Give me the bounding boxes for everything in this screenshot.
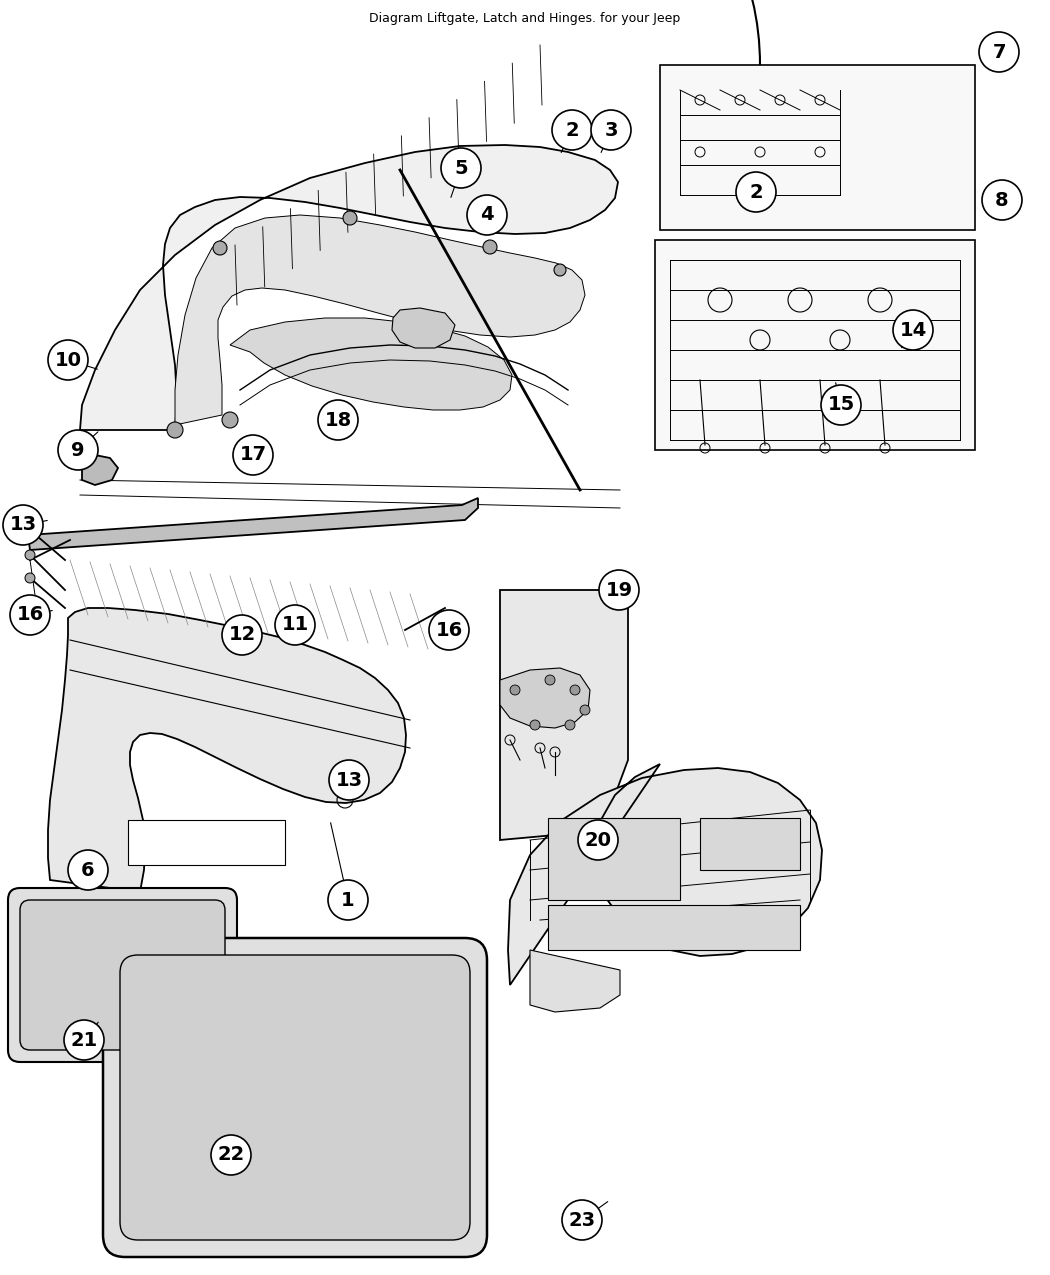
Text: 5: 5 (455, 158, 468, 177)
Circle shape (25, 550, 35, 560)
Text: 18: 18 (324, 411, 352, 430)
Polygon shape (230, 317, 512, 411)
Polygon shape (82, 455, 118, 484)
Circle shape (554, 264, 566, 275)
Circle shape (318, 400, 358, 440)
Circle shape (343, 210, 357, 224)
Text: 15: 15 (827, 395, 855, 414)
Polygon shape (500, 590, 628, 840)
Text: 4: 4 (480, 205, 494, 224)
Circle shape (222, 615, 262, 655)
Polygon shape (500, 668, 590, 728)
Circle shape (3, 505, 43, 544)
FancyBboxPatch shape (103, 938, 487, 1257)
Circle shape (58, 430, 98, 470)
Polygon shape (28, 499, 478, 550)
Circle shape (892, 310, 933, 351)
Bar (655, 240, 975, 450)
Text: 23: 23 (568, 1210, 595, 1229)
Text: 3: 3 (604, 121, 617, 139)
FancyBboxPatch shape (120, 955, 470, 1241)
Circle shape (48, 340, 88, 380)
Text: Diagram Liftgate, Latch and Hinges. for your Jeep: Diagram Liftgate, Latch and Hinges. for … (370, 11, 680, 26)
Circle shape (545, 674, 555, 685)
Circle shape (467, 195, 507, 235)
Circle shape (570, 685, 580, 695)
FancyBboxPatch shape (20, 900, 225, 1051)
Circle shape (562, 1200, 602, 1241)
Text: 13: 13 (335, 770, 362, 789)
Polygon shape (48, 608, 406, 892)
Text: 20: 20 (585, 830, 611, 849)
Text: 2: 2 (750, 182, 762, 201)
Circle shape (552, 110, 592, 150)
Polygon shape (508, 764, 822, 986)
Bar (548, 905, 800, 950)
Circle shape (222, 412, 238, 428)
Circle shape (441, 148, 481, 187)
Text: 8: 8 (995, 190, 1009, 209)
Circle shape (10, 595, 50, 635)
Circle shape (429, 609, 469, 650)
Bar (548, 819, 680, 900)
Circle shape (329, 760, 369, 799)
FancyBboxPatch shape (8, 887, 237, 1062)
Circle shape (167, 422, 183, 439)
Text: 2: 2 (565, 121, 579, 139)
Circle shape (275, 606, 315, 645)
Text: 22: 22 (217, 1145, 245, 1164)
Bar (700, 819, 800, 870)
Circle shape (530, 720, 540, 731)
Polygon shape (80, 145, 618, 430)
Text: 17: 17 (239, 445, 267, 464)
Circle shape (982, 180, 1022, 221)
Text: 11: 11 (281, 616, 309, 635)
Bar (128, 820, 285, 864)
Circle shape (25, 572, 35, 583)
Circle shape (578, 820, 618, 861)
Text: 10: 10 (55, 351, 82, 370)
Circle shape (510, 685, 520, 695)
Bar (660, 65, 975, 230)
Circle shape (328, 880, 368, 921)
Circle shape (213, 241, 227, 255)
Text: 16: 16 (436, 621, 463, 640)
Polygon shape (392, 309, 455, 348)
Circle shape (580, 705, 590, 715)
Text: 1: 1 (341, 890, 355, 909)
Text: 7: 7 (992, 42, 1006, 61)
Circle shape (598, 570, 639, 609)
Text: 12: 12 (229, 626, 255, 644)
Polygon shape (175, 215, 585, 425)
Text: 13: 13 (9, 515, 37, 534)
Circle shape (64, 1020, 104, 1060)
Text: 14: 14 (900, 320, 926, 339)
Circle shape (821, 385, 861, 425)
Polygon shape (530, 950, 620, 1012)
Text: 9: 9 (71, 440, 85, 459)
Text: 19: 19 (606, 580, 632, 599)
Circle shape (68, 850, 108, 890)
Circle shape (25, 525, 35, 536)
Circle shape (211, 1135, 251, 1176)
Circle shape (483, 240, 497, 254)
Circle shape (233, 435, 273, 476)
Circle shape (736, 172, 776, 212)
Text: 21: 21 (70, 1030, 98, 1049)
Text: 6: 6 (81, 861, 94, 880)
Text: 16: 16 (17, 606, 44, 625)
Circle shape (565, 720, 575, 731)
Circle shape (979, 32, 1018, 71)
Circle shape (591, 110, 631, 150)
